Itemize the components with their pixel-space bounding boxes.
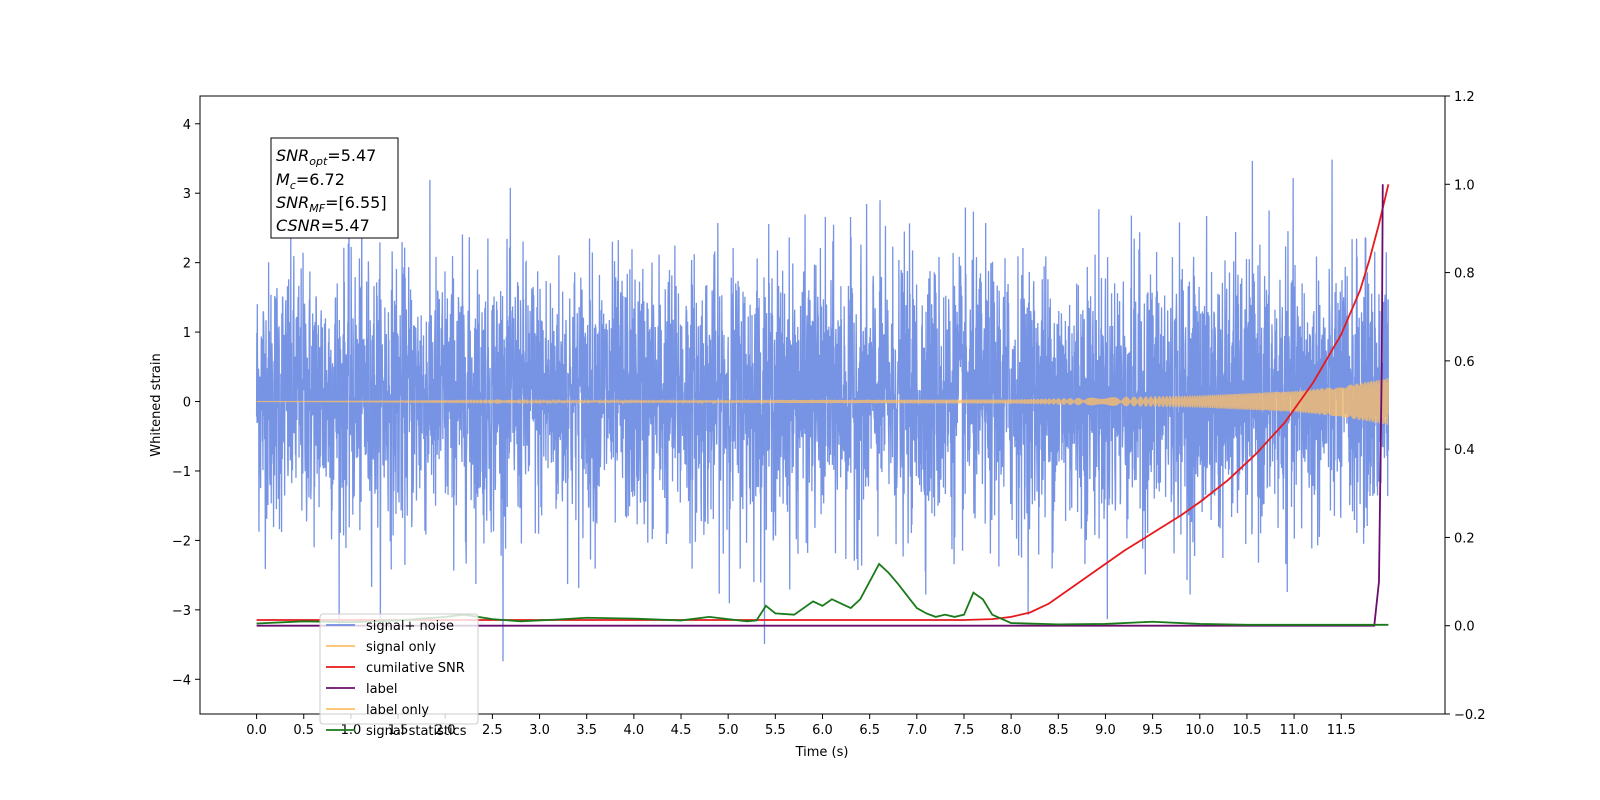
legend: signal+ noise signal only cumilative SNR la…	[319, 613, 479, 739]
annotation-line: SNRMF=[6.55]	[276, 193, 387, 215]
x-axis-ticks: 0.0 0.5 1.0 1.5 2.0 2.5 3.0 3.5 4.0 4.5 5.0 5.5 6.0 6…	[246, 714, 1356, 738]
x-tick-label: 7.0	[906, 723, 927, 738]
y2-tick-label: 0.8	[1454, 267, 1475, 282]
cumulative-snr-line	[256, 184, 1390, 621]
legend-label: signal+ noise	[366, 619, 454, 634]
x-tick-label: 6.5	[859, 723, 880, 738]
x-tick-label: 5.5	[765, 723, 786, 738]
x-tick-label: 3.5	[576, 723, 597, 738]
x-tick-label: 8.5	[1048, 723, 1069, 738]
x-tick-label: 2.5	[482, 723, 503, 738]
y-tick-label: 2	[183, 257, 191, 272]
legend-label: label only	[366, 703, 429, 718]
x-tick-label: 3.0	[529, 723, 550, 738]
y2-tick-label: 0.2	[1454, 531, 1475, 546]
series-signal-noise	[255, 159, 1390, 662]
label-line	[256, 184, 1384, 627]
y-tick-label: −4	[172, 673, 191, 688]
x-tick-label: 10.0	[1185, 723, 1214, 738]
x-tick-label: 0.0	[246, 723, 267, 738]
y2-tick-label: 0.0	[1454, 620, 1475, 635]
y2-tick-label: 0.6	[1454, 355, 1475, 370]
annotation-frame	[270, 137, 399, 239]
legend-frame	[319, 613, 479, 725]
x-tick-label: 2.0	[435, 723, 456, 738]
series-signal-only	[256, 378, 1390, 425]
legend-label: label	[366, 682, 397, 697]
x-tick-label: 5.0	[718, 723, 739, 738]
y-tick-label: −1	[172, 465, 191, 480]
x-tick-label: 4.0	[624, 723, 645, 738]
x-tick-label: 4.5	[671, 723, 692, 738]
y-tick-label: −2	[172, 534, 191, 549]
y2-tick-label: −0.2	[1454, 708, 1486, 723]
y2-tick-label: 1.2	[1454, 90, 1475, 105]
x-tick-label: 1.5	[388, 723, 409, 738]
x-tick-label: 11.0	[1280, 723, 1309, 738]
y-axis-label: Whitened strain	[149, 353, 164, 456]
x-tick-label: 11.5	[1327, 723, 1356, 738]
legend-label: signal statistics	[366, 724, 467, 739]
x-tick-label: 9.0	[1095, 723, 1116, 738]
x-tick-label: 8.0	[1001, 723, 1022, 738]
signal-only-line	[256, 378, 1390, 425]
legend-label: signal only	[366, 640, 436, 655]
y-tick-label: 1	[183, 326, 191, 341]
y-tick-label: 0	[183, 396, 191, 411]
annotation-line: SNRopt=5.47	[276, 146, 376, 168]
legend-label: cumilative SNR	[366, 661, 465, 676]
y-tick-label: −3	[172, 604, 191, 619]
y2-axis-ticks: −0.2 0.0 0.2 0.4 0.6 0.8 1.0 1.2	[1445, 90, 1486, 723]
x-tick-label: 9.5	[1142, 723, 1163, 738]
y-tick-label: 3	[183, 187, 191, 202]
signal-noise-line	[255, 159, 1390, 662]
y-axis-ticks: −4 −3 −2 −1 0 1 2 3 4	[172, 118, 200, 688]
right-axis-series	[256, 184, 1390, 627]
y-tick-label: 4	[183, 118, 191, 133]
annotation-line: CSNR=5.47	[276, 216, 370, 235]
x-tick-label: 10.5	[1232, 723, 1261, 738]
x-axis-label: Time (s)	[795, 745, 849, 760]
x-tick-label: 6.0	[812, 723, 833, 738]
y2-tick-label: 1.0	[1454, 178, 1475, 193]
signal-statistics-line	[256, 562, 1389, 626]
annotation-line: Mc=6.72	[276, 170, 345, 192]
x-tick-label: 0.5	[293, 723, 314, 738]
y2-tick-label: 0.4	[1454, 443, 1475, 458]
x-tick-label: 7.5	[954, 723, 975, 738]
